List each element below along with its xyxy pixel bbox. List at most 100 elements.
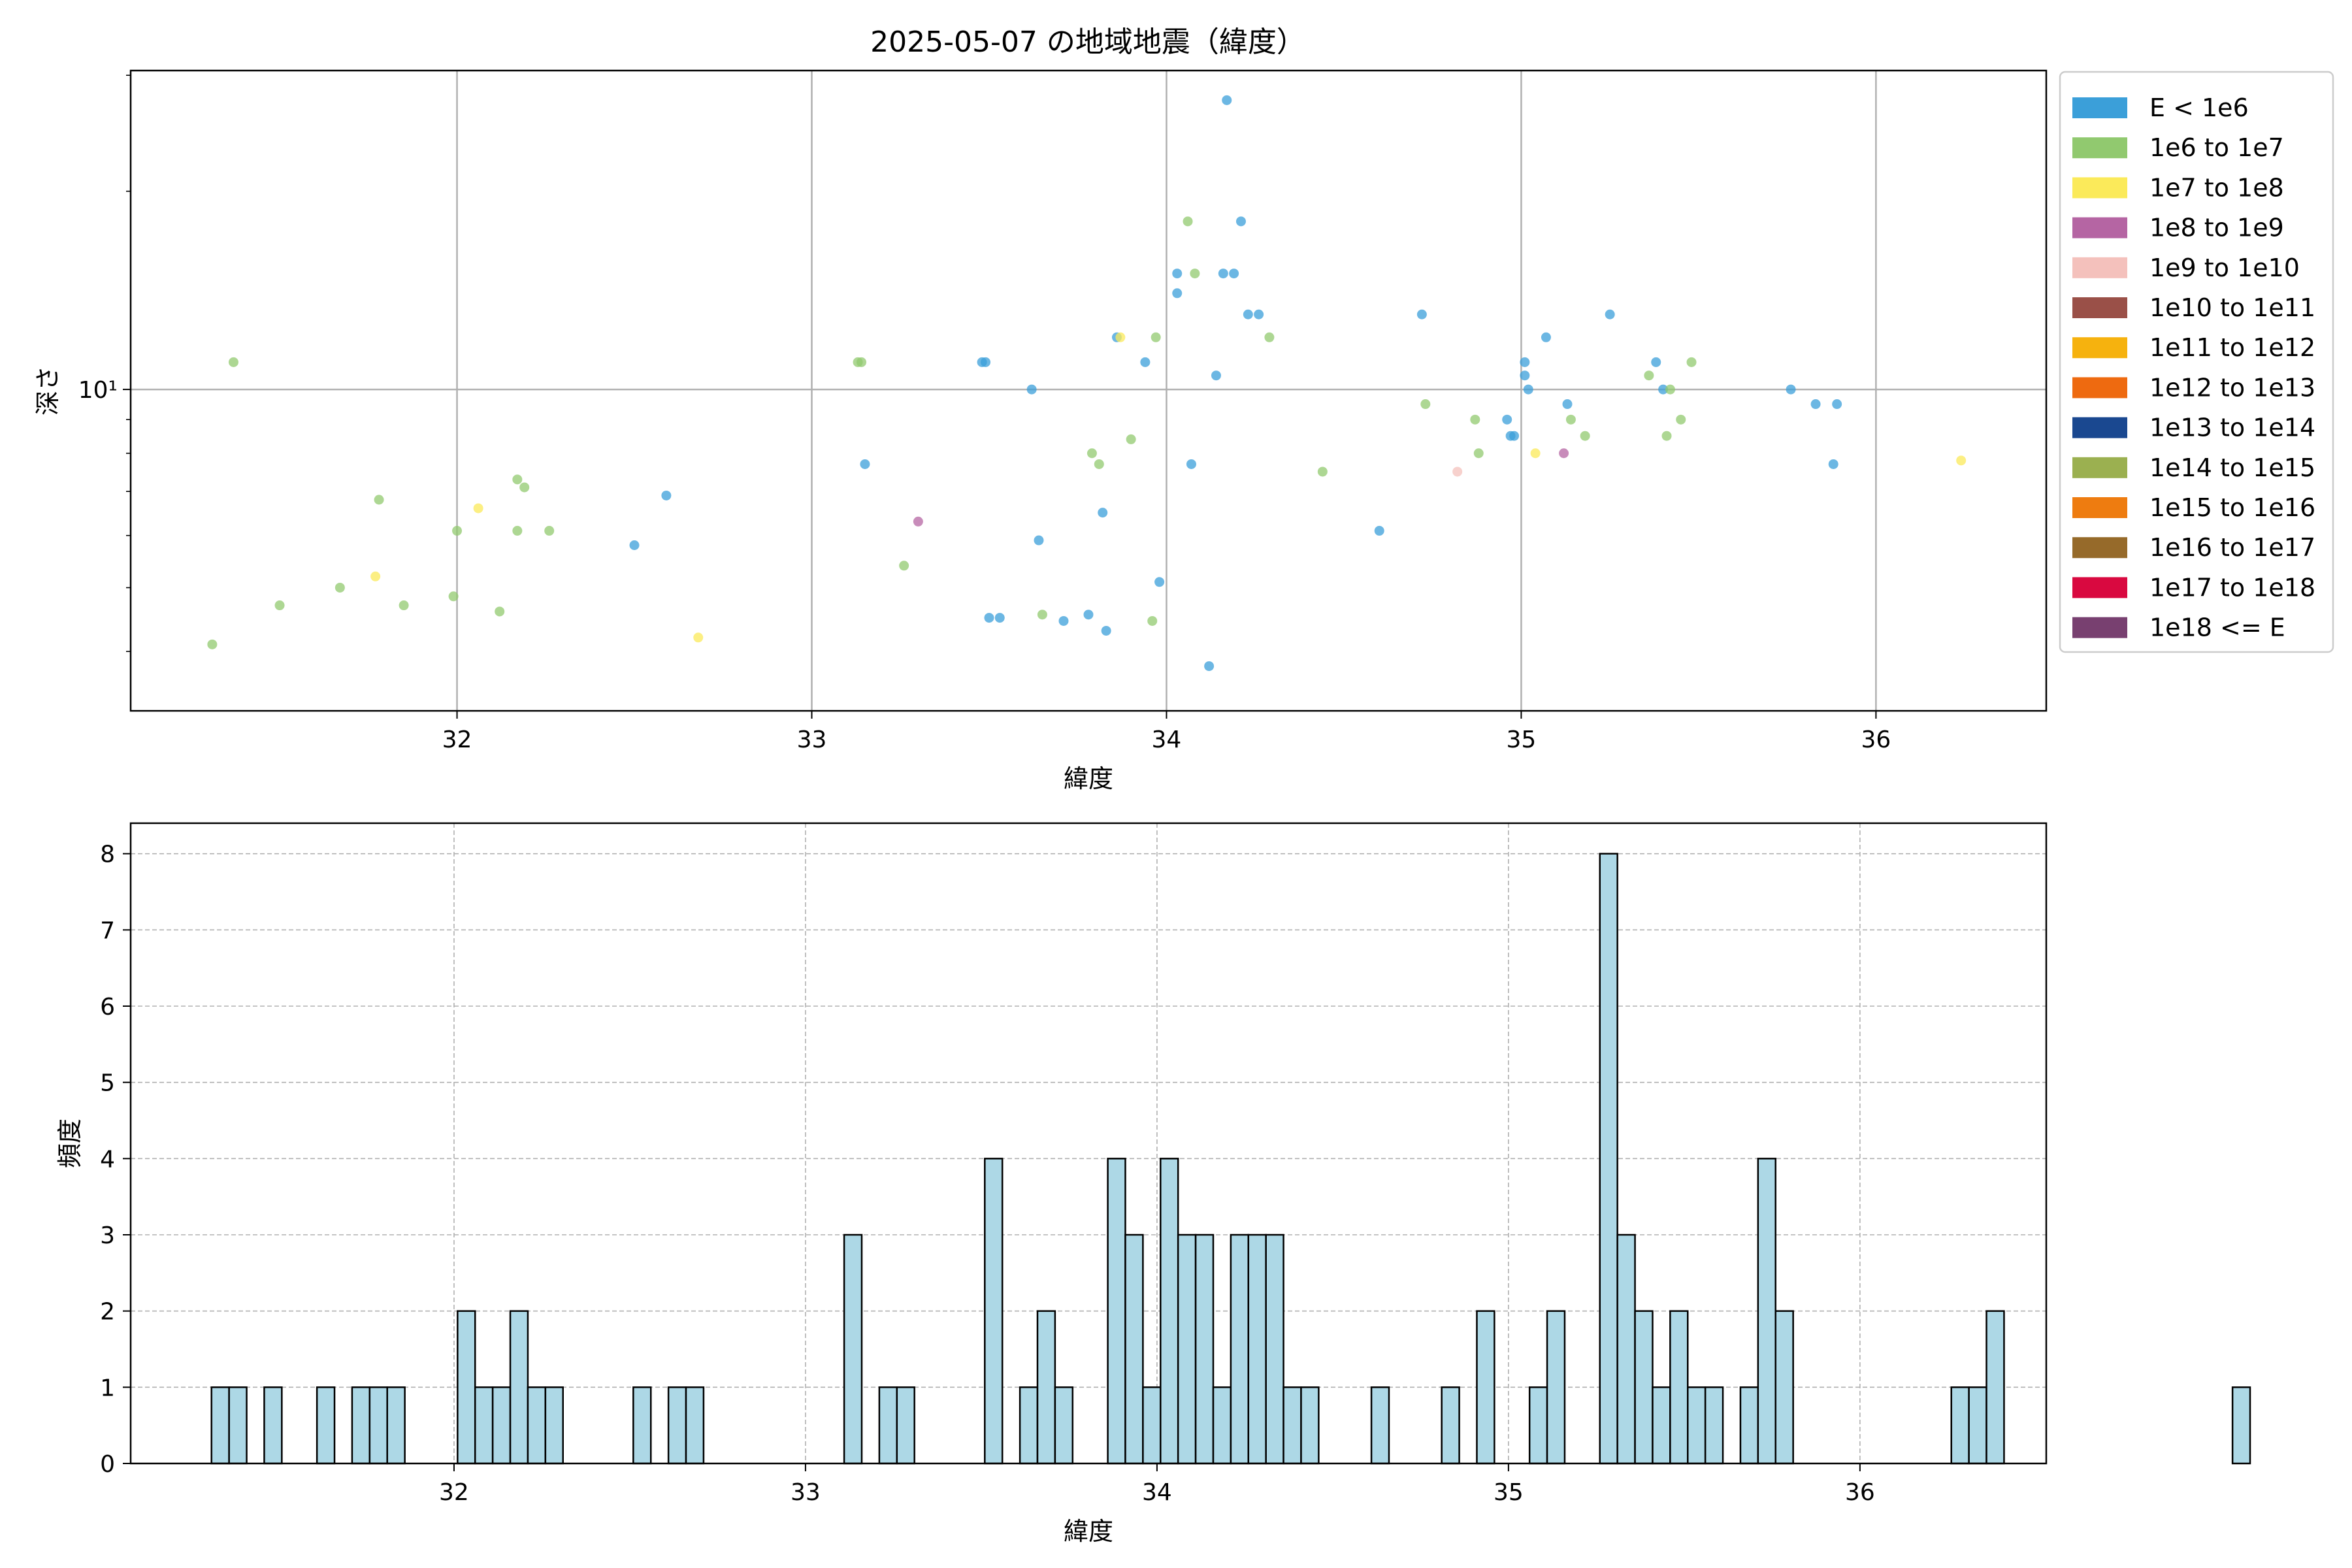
histogram-bar: [1441, 1386, 1460, 1465]
scatter-point: [1211, 370, 1221, 381]
histogram-bar: [1968, 1386, 1987, 1465]
scatter-point: [374, 495, 384, 505]
histogram-bar: [368, 1386, 388, 1465]
scatter-point: [1098, 508, 1108, 518]
histogram-bar: [1950, 1386, 1970, 1465]
scatter-x-tick-label: 33: [797, 727, 827, 753]
histogram-bar: [1177, 1233, 1197, 1465]
scatter-point: [1686, 357, 1697, 367]
scatter-plot-frame: [129, 69, 2048, 712]
scatter-gridlines: [131, 71, 2046, 711]
histogram-bar: [386, 1386, 406, 1465]
scatter-point: [1956, 455, 1967, 466]
scatter-point: [913, 516, 923, 527]
legend-swatch: [2072, 97, 2127, 118]
scatter-point: [1530, 448, 1541, 459]
histogram-y-axis-label: 頻度: [56, 1119, 84, 1168]
histogram-bar: [1107, 1158, 1126, 1465]
legend-swatch: [2072, 297, 2127, 318]
histogram-y-tick-label: 0: [100, 1451, 115, 1478]
scatter-point: [207, 639, 218, 649]
legend-swatch: [2072, 137, 2127, 159]
scatter-point: [512, 525, 523, 536]
scatter-point: [857, 357, 867, 367]
scatter-point: [1140, 357, 1151, 367]
histogram-bar: [1265, 1233, 1284, 1465]
histogram-y-tick-label: 2: [100, 1299, 115, 1326]
scatter-point: [1026, 384, 1037, 395]
scatter-point: [1502, 414, 1512, 425]
histogram-bar: [1194, 1233, 1215, 1465]
scatter-point: [1786, 384, 1796, 395]
legend-entry-label: E < 1e6: [2149, 93, 2249, 122]
histogram-bar: [1054, 1386, 1074, 1465]
scatter-point: [1828, 459, 1838, 469]
scatter-point: [1452, 466, 1463, 477]
scatter-point: [1243, 309, 1253, 319]
scatter-point: [1676, 414, 1686, 425]
scatter-point: [1541, 332, 1551, 342]
histogram-bar: [457, 1310, 476, 1465]
histogram-bar: [1019, 1386, 1039, 1465]
scatter-point: [1523, 384, 1533, 395]
scatter-point: [1473, 448, 1484, 459]
scatter-point: [1186, 459, 1196, 469]
legend-entry-label: 1e8 to 1e9: [2149, 214, 2284, 242]
histogram-x-tick-label: 33: [791, 1479, 821, 1506]
scatter-point: [981, 357, 991, 367]
histogram-y-tick-label: 8: [100, 841, 115, 868]
legend-entry-label: 1e14 to 1e15: [2149, 453, 2315, 482]
histogram-plot-frame: [129, 822, 2048, 1465]
scatter-x-tick-label: 34: [1152, 727, 1182, 753]
histogram-bar: [1282, 1386, 1302, 1465]
histogram-y-tick-label: 6: [100, 994, 115, 1021]
histogram-bar: [1124, 1233, 1144, 1465]
histogram-y-tick-label: 4: [100, 1146, 115, 1173]
scatter-point: [1562, 399, 1573, 410]
legend-swatch: [2072, 217, 2127, 238]
histogram-bar: [878, 1386, 898, 1465]
scatter-point: [1420, 399, 1431, 410]
scatter-points: [207, 95, 1967, 672]
scatter-point: [512, 474, 523, 485]
scatter-point: [661, 490, 672, 500]
scatter-point: [1470, 414, 1480, 425]
scatter-point: [629, 540, 640, 550]
histogram-gridlines: [131, 823, 2046, 1464]
scatter-point: [1151, 332, 1161, 342]
histogram-x-tick-label: 35: [1494, 1479, 1524, 1506]
histogram-bar: [1476, 1310, 1495, 1465]
legend-entry-label: 1e9 to 1e10: [2149, 253, 2300, 282]
scatter-point: [1509, 431, 1520, 441]
legend-swatch: [2072, 537, 2127, 559]
histogram-bar: [1774, 1310, 1794, 1465]
histogram-bar: [228, 1386, 248, 1465]
scatter-point: [1034, 535, 1044, 546]
histogram-y-tick-label: 5: [100, 1070, 115, 1097]
scatter-point: [693, 632, 704, 643]
scatter-point: [1229, 269, 1239, 279]
histogram-bar: [1300, 1386, 1320, 1465]
scatter-point: [1147, 615, 1158, 626]
scatter-point: [448, 591, 459, 602]
histogram-bar: [2231, 1386, 2251, 1465]
histogram-x-tick-label: 34: [1142, 1479, 1172, 1506]
histogram-bar: [210, 1386, 230, 1465]
histogram-x-tick-label: 36: [1845, 1479, 1875, 1506]
scatter-point: [1083, 610, 1094, 620]
histogram-bar: [1247, 1233, 1267, 1465]
histogram-bar: [1704, 1386, 1724, 1465]
scatter-ticks: 32 33 34 35 36 10¹: [78, 74, 1891, 753]
legend-swatch: [2072, 177, 2127, 199]
histogram-bar: [685, 1386, 705, 1465]
scatter-point: [1126, 434, 1136, 444]
histogram-bar: [263, 1386, 283, 1465]
scatter-point: [1218, 269, 1228, 279]
scatter-point: [1665, 384, 1675, 395]
scatter-point: [1190, 269, 1200, 279]
legend-entry-label: 1e10 to 1e11: [2149, 293, 2315, 322]
scatter-point: [1101, 625, 1111, 636]
scatter-point: [984, 613, 994, 623]
scatter-point: [1651, 357, 1661, 367]
